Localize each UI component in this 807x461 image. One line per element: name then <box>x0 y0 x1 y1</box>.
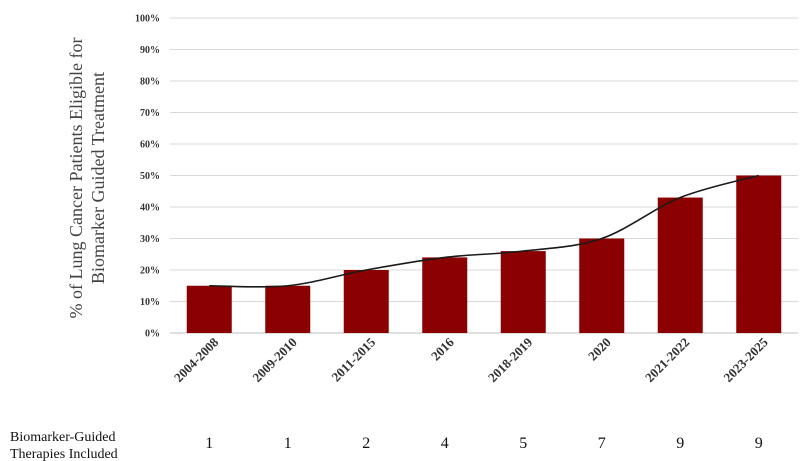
y-tick-label: 30% <box>140 234 160 245</box>
x-tick-label: 2011-2015 <box>328 334 378 384</box>
bar <box>579 238 625 333</box>
therapy-count: 9 <box>676 435 684 452</box>
x-tick-label: 2009-2010 <box>249 335 299 385</box>
therapy-count: 4 <box>441 435 449 452</box>
therapy-count: 2 <box>362 435 370 452</box>
x-tick-label: 2018-2019 <box>485 334 536 385</box>
bar <box>736 175 782 333</box>
y-tick-label: 0% <box>145 329 160 340</box>
bar <box>500 251 546 333</box>
y-tick-label: 60% <box>140 140 160 151</box>
y-axis-label-line2: Biomarker Guided Treatment <box>88 72 108 284</box>
y-tick-label: 10% <box>140 297 160 308</box>
x-tick-label: 2020 <box>585 335 614 364</box>
y-axis-label-line1: % of Lung Cancer Patients Eligible for <box>66 38 86 319</box>
therapy-count: 1 <box>205 435 213 452</box>
y-tick-label: 100% <box>135 14 160 25</box>
y-tick-label: 20% <box>140 266 160 277</box>
y-tick-label: 90% <box>140 45 160 56</box>
therapy-count: 9 <box>755 435 763 452</box>
y-tick-label: 50% <box>140 171 160 182</box>
row-title-line2: Therapies Included <box>10 447 118 461</box>
row-title-line1: Biomarker-Guided <box>10 430 115 445</box>
x-tick-label: 2016 <box>428 334 457 363</box>
trendline-path <box>209 174 759 288</box>
y-tick-label: 40% <box>140 203 160 214</box>
therapy-count: 1 <box>284 435 292 452</box>
x-tick-label: 2021-2022 <box>642 335 692 385</box>
bar <box>265 285 311 333</box>
bar <box>657 197 703 333</box>
bars <box>186 175 782 333</box>
x-tick-label: 2004-2008 <box>171 334 222 385</box>
bar <box>422 257 468 333</box>
y-tick-label: 70% <box>140 108 160 119</box>
gridlines <box>170 17 798 302</box>
therapy-count: 5 <box>519 435 527 452</box>
bar <box>343 270 389 333</box>
therapy-count: 7 <box>598 435 606 452</box>
x-tick-label: 2023-2025 <box>720 334 771 385</box>
y-tick-label: 80% <box>140 77 160 88</box>
bar <box>186 285 232 333</box>
trendline <box>209 174 759 288</box>
